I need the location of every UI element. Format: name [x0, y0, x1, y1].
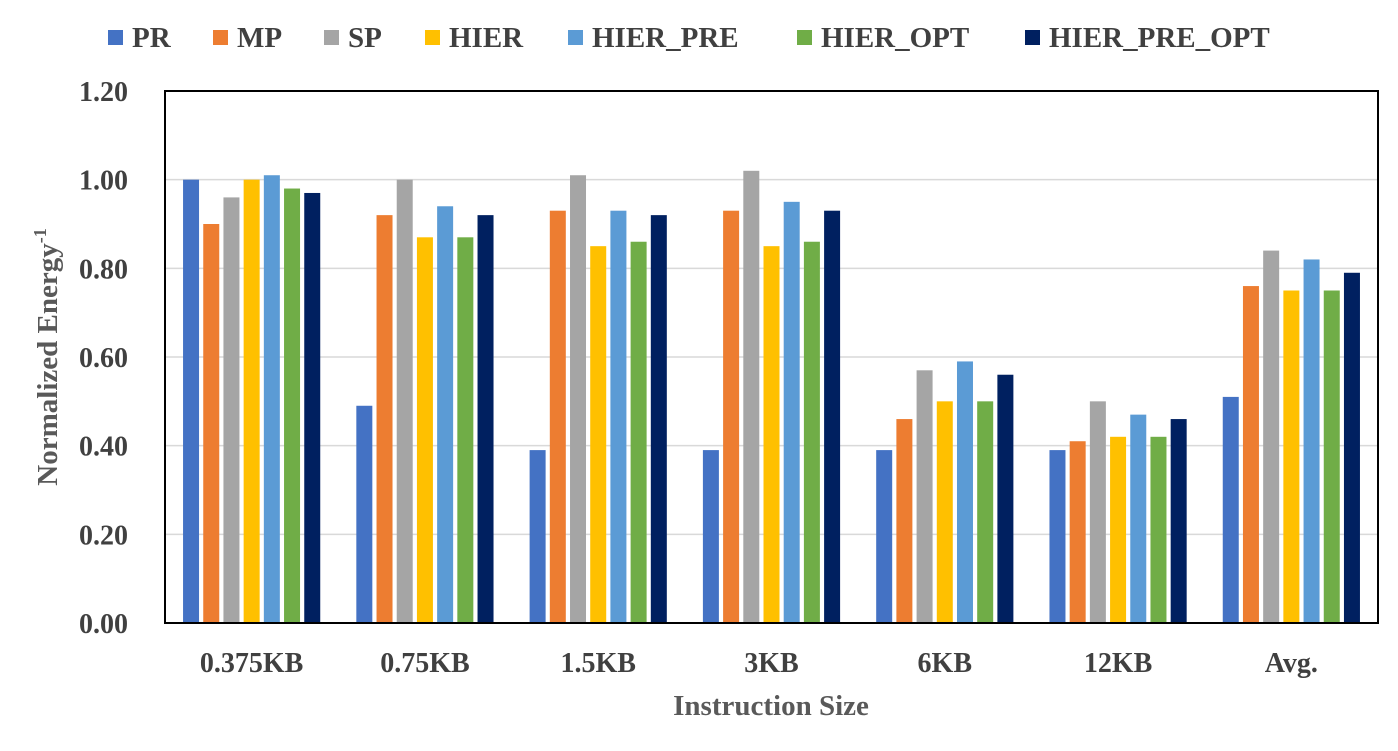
bar-sp-3 — [743, 170, 760, 624]
bar-hier-4 — [936, 401, 953, 623]
y-axis-title-main: Normalized Energy — [32, 243, 64, 486]
legend-swatch — [568, 30, 583, 45]
bar-hier-pre-2 — [610, 210, 627, 623]
bar-hier-0 — [243, 179, 260, 623]
bar-sp-2 — [570, 175, 587, 623]
bar-hier-opt-5 — [1150, 436, 1167, 623]
bar-sp-4 — [916, 370, 933, 623]
bar-hier-5 — [1110, 436, 1127, 623]
bar-pr-0 — [183, 179, 200, 623]
x-tick-label: 0.75KB — [380, 648, 469, 679]
legend: PR MP SP HIER HIER_PRE HIER_OPT HIER_PRE_OPT — [108, 22, 1270, 54]
x-tick-label: 0.375KB — [200, 648, 303, 679]
bar-pr-1 — [356, 405, 373, 623]
x-tick-label: 12KB — [1084, 648, 1152, 679]
bar-hier-opt-2 — [630, 241, 647, 623]
y-tick-label: 1.00 — [79, 166, 128, 197]
legend-label: HIER_OPT — [821, 22, 969, 54]
bar-sp-6 — [1263, 250, 1280, 623]
bar-pr-2 — [529, 450, 546, 623]
bar-hier-pre-5 — [1130, 414, 1147, 623]
legend-label: HIER — [449, 22, 524, 54]
bar-hier-pre-opt-6 — [1343, 272, 1360, 623]
legend-label: MP — [237, 22, 282, 54]
bar-sp-1 — [396, 179, 413, 623]
bar-hier-1 — [416, 237, 433, 624]
y-axis-title: Normalized Energy-1 — [30, 228, 64, 485]
legend-item-mp: MP — [213, 22, 282, 54]
x-tick-label: 1.5KB — [560, 648, 635, 679]
bar-hier-6 — [1283, 290, 1300, 623]
bar-hier-pre-0 — [263, 175, 280, 623]
bar-pr-5 — [1049, 450, 1066, 623]
legend-item-pr: PR — [108, 22, 172, 54]
bar-hier-3 — [763, 246, 780, 623]
y-tick-label: 1.20 — [79, 77, 128, 108]
legend-item-hier-pre: HIER_PRE — [568, 22, 739, 54]
bars — [183, 170, 1360, 624]
legend-item-hier-opt: HIER_OPT — [797, 22, 969, 54]
bar-hier-opt-3 — [803, 241, 820, 623]
bar-hier-pre-opt-1 — [477, 215, 494, 623]
legend-swatch — [324, 30, 339, 45]
legend-label: HIER_PRE_OPT — [1049, 22, 1270, 54]
bar-hier-pre-opt-2 — [650, 215, 667, 623]
y-tick-label: 0.40 — [79, 432, 128, 463]
y-tick-label: 0.80 — [79, 254, 128, 285]
bar-mp-4 — [896, 419, 913, 623]
bar-hier-2 — [590, 246, 607, 623]
bar-hier-pre-opt-3 — [824, 210, 841, 623]
bar-hier-opt-4 — [977, 401, 994, 623]
y-tick-label: 0.60 — [79, 343, 128, 374]
bar-pr-3 — [702, 450, 719, 623]
legend-item-sp: SP — [324, 22, 382, 54]
plot-area-frame — [164, 90, 1379, 624]
bar-hier-pre-1 — [437, 206, 454, 623]
x-tick-label: Avg. — [1265, 648, 1318, 679]
y-tick-label: 0.20 — [79, 520, 128, 551]
bar-hier-pre-4 — [956, 361, 973, 623]
bar-sp-5 — [1089, 401, 1106, 623]
bar-hier-opt-1 — [457, 237, 474, 624]
legend-label: HIER_PRE — [592, 22, 739, 54]
bar-hier-pre-opt-4 — [997, 374, 1014, 623]
y-axis-title-superscript: -1 — [30, 228, 50, 243]
bar-mp-6 — [1242, 286, 1259, 623]
bar-mp-3 — [723, 210, 740, 623]
bar-mp-5 — [1069, 441, 1086, 623]
bar-hier-pre-opt-5 — [1170, 419, 1187, 623]
bar-pr-6 — [1222, 396, 1239, 623]
bar-hier-opt-6 — [1323, 290, 1340, 623]
bar-hier-pre-opt-0 — [304, 192, 321, 623]
legend-item-hier-pre-opt: HIER_PRE_OPT — [1025, 22, 1270, 54]
legend-swatch — [425, 30, 440, 45]
bar-hier-opt-0 — [284, 188, 301, 624]
x-tick-label: 3KB — [744, 648, 798, 679]
legend-label: SP — [348, 22, 382, 54]
x-axis-title: Instruction Size — [673, 690, 869, 722]
legend-swatch — [213, 30, 228, 45]
bar-sp-0 — [223, 197, 240, 623]
x-tick-label: 6KB — [918, 648, 972, 679]
legend-item-hier: HIER — [425, 22, 524, 54]
bar-mp-0 — [203, 224, 220, 623]
bar-hier-pre-6 — [1303, 259, 1320, 623]
legend-swatch — [108, 30, 123, 45]
bar-pr-4 — [876, 450, 893, 623]
legend-label: PR — [132, 22, 172, 54]
legend-swatch — [1025, 30, 1040, 45]
bar-mp-1 — [376, 215, 393, 623]
y-axis-ticks: 0.00 0.20 0.40 0.60 0.80 1.00 1.20 — [79, 77, 128, 640]
x-axis-ticks: 0.375KB 0.75KB 1.5KB 3KB 6KB 12KB Avg. — [200, 648, 1318, 679]
bar-hier-pre-3 — [783, 201, 800, 624]
legend-swatch — [797, 30, 812, 45]
y-tick-label: 0.00 — [79, 609, 128, 640]
bar-mp-2 — [549, 210, 566, 623]
